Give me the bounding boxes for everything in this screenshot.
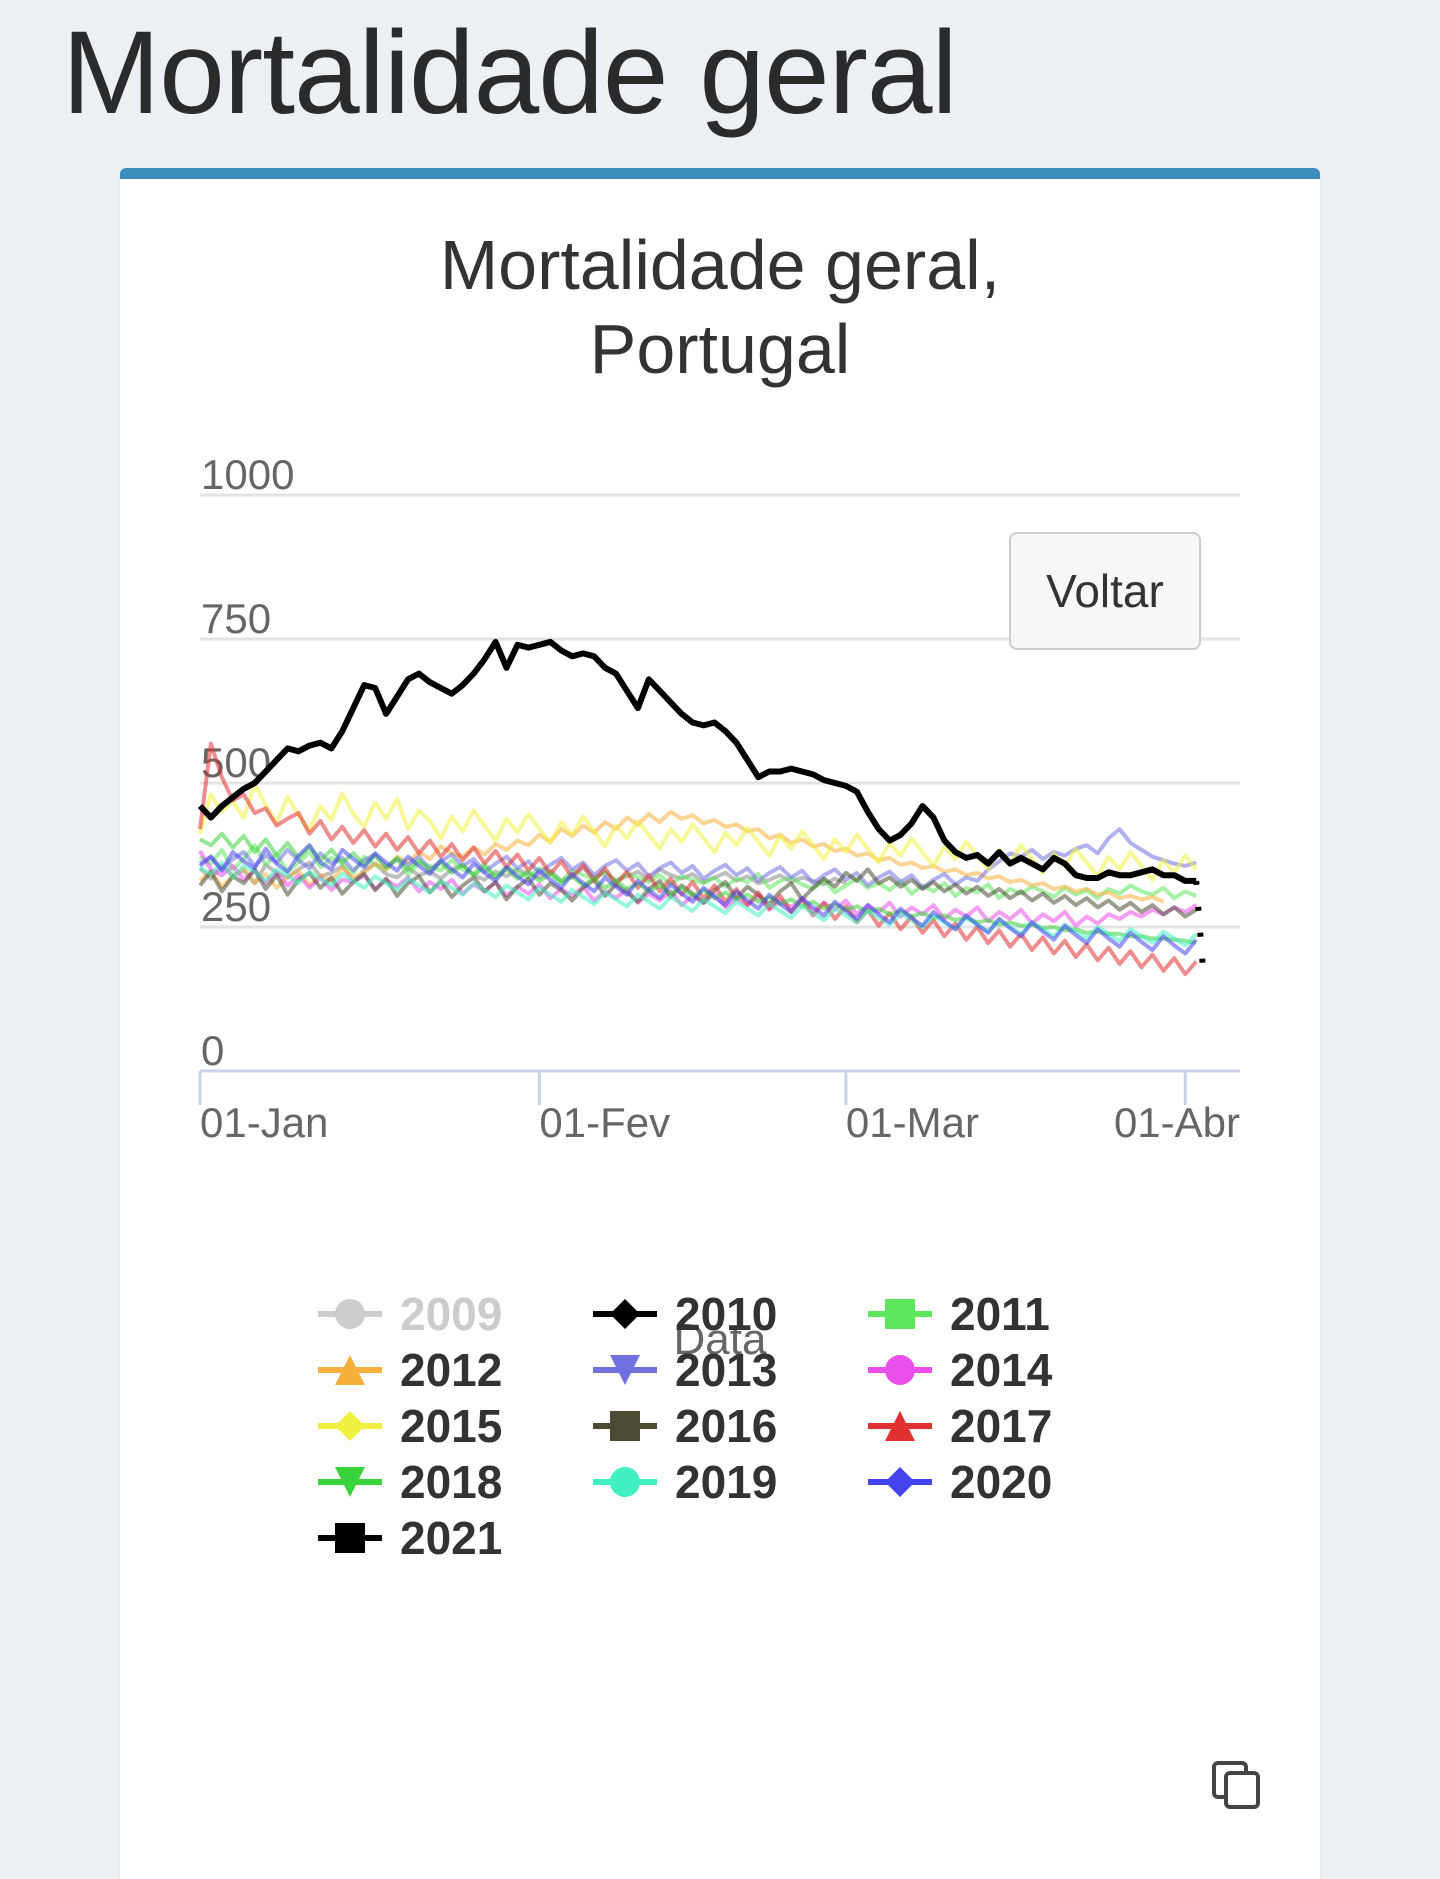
chart-card: Mortalidade geral, Portugal 0 250 500 750 10…: [120, 168, 1320, 1879]
legend-item-2021[interactable]: 2021: [318, 1512, 502, 1564]
legend-item-2018[interactable]: 2018: [318, 1456, 502, 1508]
legend-marker-icon: [885, 1355, 915, 1385]
legend-label: 2021: [400, 1512, 502, 1564]
y-tick-label: 750: [201, 595, 271, 642]
legend-marker-icon: [610, 1299, 640, 1329]
series-line-2013: [198, 827, 1197, 890]
legend-item-2012[interactable]: 2012: [318, 1344, 502, 1396]
chart-title-line-2: Portugal: [590, 310, 851, 388]
legend-marker-icon: [335, 1299, 365, 1329]
chart-title-line-1: Mortalidade geral,: [440, 226, 1000, 304]
x-tick-label: 01-Fev: [539, 1099, 670, 1146]
y-tick-label: 250: [201, 883, 271, 930]
chart-legend: 2009 2010 2011 2012 2013 2014 2015 2016 2017 2018…: [318, 1288, 1053, 1564]
legend-label: 2017: [950, 1400, 1052, 1452]
legend-item-2014[interactable]: 2014: [868, 1344, 1053, 1396]
legend-item-2016[interactable]: 2016: [593, 1400, 777, 1452]
legend-label: 2011: [950, 1288, 1050, 1340]
legend-marker-icon: [885, 1411, 915, 1441]
x-axis: 01-Jan 01-Fev 01-Mar 01-Abr: [198, 1069, 1240, 1146]
legend-item-2015[interactable]: 2015: [318, 1400, 502, 1452]
legend-label: 2012: [400, 1344, 502, 1396]
series-line-2020: [198, 843, 1198, 956]
legend-label: 2016: [675, 1400, 777, 1452]
series-line-2015: [198, 782, 1198, 882]
legend-marker-icon: [885, 1467, 915, 1497]
legend-item-2010[interactable]: 2010: [593, 1288, 777, 1340]
legend-label: 2013: [675, 1344, 777, 1396]
series-line-2021: [197, 638, 1197, 884]
legend-label: 2015: [400, 1400, 502, 1452]
legend-marker-icon: [335, 1467, 365, 1497]
legend-label: 2009: [400, 1288, 502, 1340]
page-title: Mortalidade geral: [62, 7, 958, 139]
legend-label: 2018: [400, 1456, 502, 1508]
legend-label: 2019: [675, 1456, 777, 1508]
x-axis-title: Data: [674, 1315, 767, 1364]
y-tick-label: 1000: [201, 451, 294, 498]
legend-marker-icon: [610, 1355, 640, 1385]
legend-item-2020[interactable]: 2020: [868, 1456, 1052, 1508]
legend-label: 2010: [675, 1288, 777, 1340]
legend-marker-icon: [335, 1523, 365, 1553]
legend-marker-icon: [610, 1411, 640, 1441]
series-2021-projection: [1193, 880, 1208, 985]
voltar-button[interactable]: Voltar: [1009, 532, 1201, 650]
mortality-chart: Mortalidade geral, Portugal 025050075010…: [197, 226, 1240, 1564]
legend-item-2013[interactable]: 2013: [593, 1344, 777, 1396]
legend-marker-icon: [335, 1355, 365, 1385]
series-line-2016: [198, 867, 1198, 919]
legend-item-2009[interactable]: 2009: [318, 1288, 502, 1340]
copy-icon[interactable]: [1210, 1759, 1262, 1811]
legend-marker-icon: [610, 1467, 640, 1497]
legend-marker-icon: [885, 1299, 915, 1329]
x-tick-label: 01-Abr: [1114, 1099, 1240, 1146]
series-line-2017: [198, 741, 1198, 977]
legend-item-2017[interactable]: 2017: [868, 1400, 1052, 1452]
legend-label: 2020: [950, 1456, 1052, 1508]
legend-label: 2014: [950, 1344, 1053, 1396]
legend-item-2011[interactable]: 2011: [868, 1288, 1050, 1340]
legend-marker-icon: [335, 1411, 365, 1441]
x-tick-label: 01-Mar: [846, 1099, 979, 1146]
chart-series: [197, 638, 1208, 985]
x-tick-label: 01-Jan: [200, 1099, 328, 1146]
legend-item-2019[interactable]: 2019: [593, 1456, 777, 1508]
y-tick-label: 0: [201, 1027, 224, 1074]
